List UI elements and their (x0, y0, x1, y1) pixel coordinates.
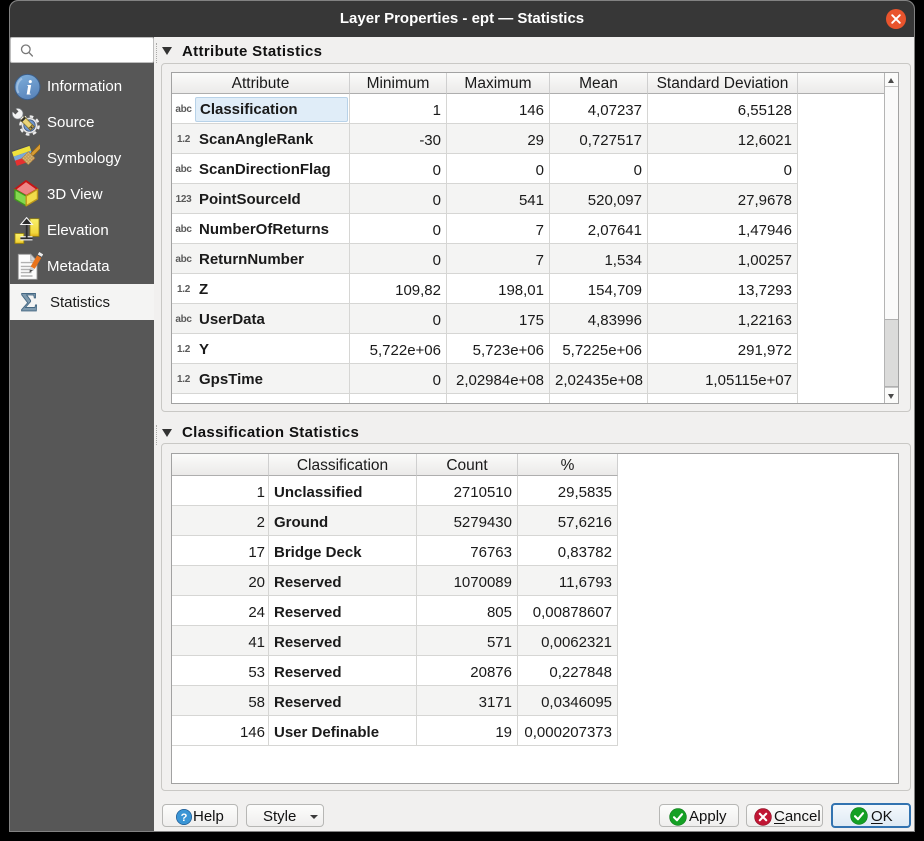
svg-text:Σ: Σ (21, 288, 38, 313)
svg-text:?: ? (181, 812, 188, 824)
svg-text:i: i (26, 76, 32, 100)
